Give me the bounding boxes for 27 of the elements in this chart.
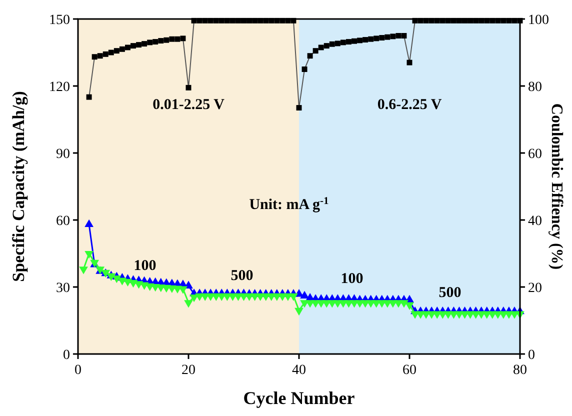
annotation: 500 bbox=[438, 285, 462, 301]
band-label: 0.01-2.25 V bbox=[152, 97, 225, 113]
y2-tick-label: 20 bbox=[528, 281, 542, 296]
x-tick-label: 0 bbox=[74, 363, 82, 378]
y2-tick-label: 80 bbox=[528, 80, 542, 95]
y2-axis-title: Coulombic Effiency (%) bbox=[548, 103, 565, 270]
y2-tick-label: 0 bbox=[528, 348, 535, 363]
y-tick-label: 30 bbox=[56, 281, 70, 296]
annotation: 100 bbox=[134, 258, 156, 274]
y2-tick-label: 60 bbox=[528, 147, 542, 162]
y-tick-label: 0 bbox=[63, 348, 70, 363]
y2-tick-label: 100 bbox=[528, 13, 549, 28]
y-tick-label: 90 bbox=[56, 147, 70, 162]
band-label: 0.6-2.25 V bbox=[377, 97, 442, 113]
y2-tick-label: 40 bbox=[528, 214, 542, 229]
x-tick-label: 40 bbox=[292, 363, 306, 378]
annotation: 100 bbox=[340, 271, 364, 287]
annotation: Unit: mA g$^{-1}$ bbox=[249, 196, 329, 213]
x-tick-label: 20 bbox=[182, 363, 196, 378]
y-axis-title: Specific Capacity (mAh/g) bbox=[9, 91, 28, 282]
annotation: 500 bbox=[230, 268, 254, 284]
y-tick-label: 60 bbox=[56, 214, 70, 229]
x-tick-label: 60 bbox=[402, 363, 416, 378]
x-tick-label: 80 bbox=[513, 363, 527, 378]
y-tick-label: 150 bbox=[49, 13, 70, 28]
x-axis-title: Cycle Number bbox=[243, 388, 355, 408]
y-tick-label: 120 bbox=[49, 80, 70, 95]
